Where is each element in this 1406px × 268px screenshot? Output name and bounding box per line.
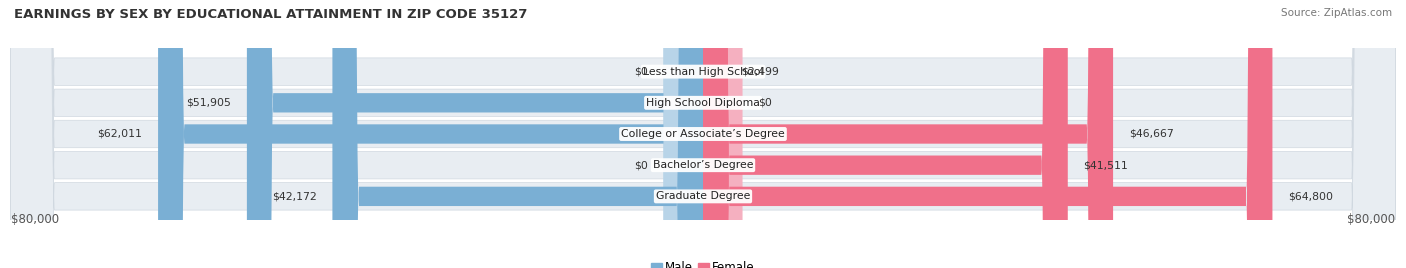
FancyBboxPatch shape xyxy=(703,0,1067,268)
Text: $0: $0 xyxy=(634,160,648,170)
FancyBboxPatch shape xyxy=(10,0,1395,268)
Text: Source: ZipAtlas.com: Source: ZipAtlas.com xyxy=(1281,8,1392,18)
Text: $80,000: $80,000 xyxy=(10,213,59,226)
FancyBboxPatch shape xyxy=(332,0,703,268)
FancyBboxPatch shape xyxy=(10,0,1395,268)
Legend: Male, Female: Male, Female xyxy=(647,256,759,268)
FancyBboxPatch shape xyxy=(703,0,742,268)
FancyBboxPatch shape xyxy=(10,0,1395,268)
FancyBboxPatch shape xyxy=(664,0,703,268)
Text: $62,011: $62,011 xyxy=(97,129,142,139)
Text: Graduate Degree: Graduate Degree xyxy=(655,191,751,201)
Text: Bachelor’s Degree: Bachelor’s Degree xyxy=(652,160,754,170)
Text: $51,905: $51,905 xyxy=(186,98,231,108)
FancyBboxPatch shape xyxy=(664,0,703,268)
Text: $0: $0 xyxy=(634,67,648,77)
Text: $2,499: $2,499 xyxy=(741,67,779,77)
Text: $41,511: $41,511 xyxy=(1084,160,1129,170)
Text: High School Diploma: High School Diploma xyxy=(647,98,759,108)
FancyBboxPatch shape xyxy=(157,0,703,268)
Text: $64,800: $64,800 xyxy=(1288,191,1333,201)
Text: College or Associate’s Degree: College or Associate’s Degree xyxy=(621,129,785,139)
Text: EARNINGS BY SEX BY EDUCATIONAL ATTAINMENT IN ZIP CODE 35127: EARNINGS BY SEX BY EDUCATIONAL ATTAINMEN… xyxy=(14,8,527,21)
Text: $46,667: $46,667 xyxy=(1129,129,1174,139)
FancyBboxPatch shape xyxy=(10,0,1395,268)
Text: $0: $0 xyxy=(758,98,772,108)
FancyBboxPatch shape xyxy=(699,0,730,268)
Text: $42,172: $42,172 xyxy=(271,191,316,201)
Text: Less than High School: Less than High School xyxy=(643,67,763,77)
FancyBboxPatch shape xyxy=(247,0,703,268)
Text: $80,000: $80,000 xyxy=(1347,213,1395,226)
FancyBboxPatch shape xyxy=(10,0,1395,268)
FancyBboxPatch shape xyxy=(703,0,1114,268)
FancyBboxPatch shape xyxy=(703,0,1272,268)
